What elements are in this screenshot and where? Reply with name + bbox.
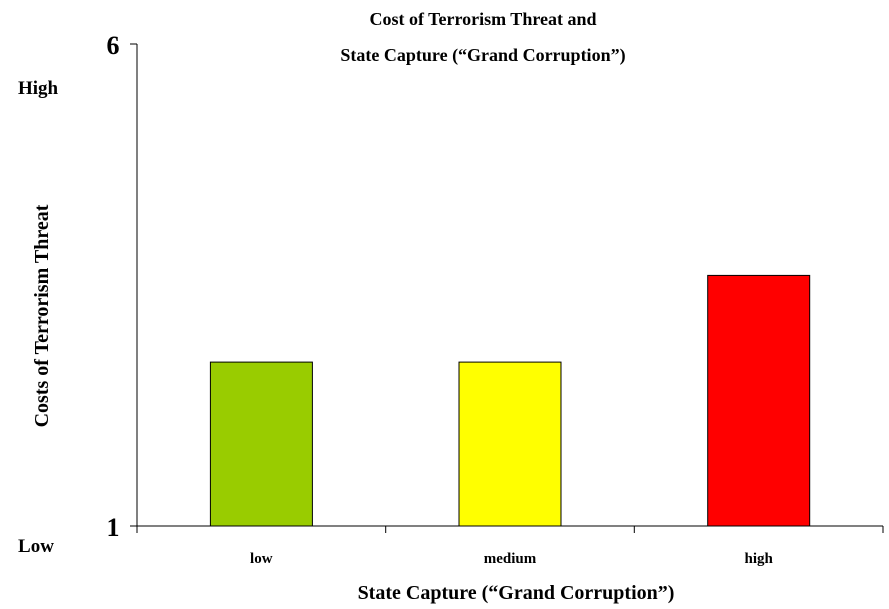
bar-low xyxy=(209,361,313,527)
y-tick-label-bottom: 1 xyxy=(107,513,120,542)
x-labels-group: low medium high xyxy=(250,551,773,567)
chart-title-line-2: State Capture (“Grand Corruption”) xyxy=(340,45,625,66)
bar-medium xyxy=(458,361,562,527)
chart-title-line-1: Cost of Terrorism Threat and xyxy=(369,9,596,29)
y-level-label-low: Low xyxy=(18,536,54,557)
bars-group xyxy=(209,274,811,527)
x-tick-label-high: high xyxy=(745,551,774,567)
x-tick-label-low: low xyxy=(250,551,273,567)
y-axis-title: Costs of Terrorism Threat xyxy=(31,204,53,427)
x-tick-label-medium: medium xyxy=(484,551,537,567)
y-tick-label-top: 6 xyxy=(107,31,120,60)
x-ticks-group xyxy=(136,526,884,533)
x-axis-title: State Capture (“Grand Corruption”) xyxy=(358,582,675,604)
y-level-label-high: High xyxy=(18,78,59,99)
bar-high xyxy=(707,274,811,527)
